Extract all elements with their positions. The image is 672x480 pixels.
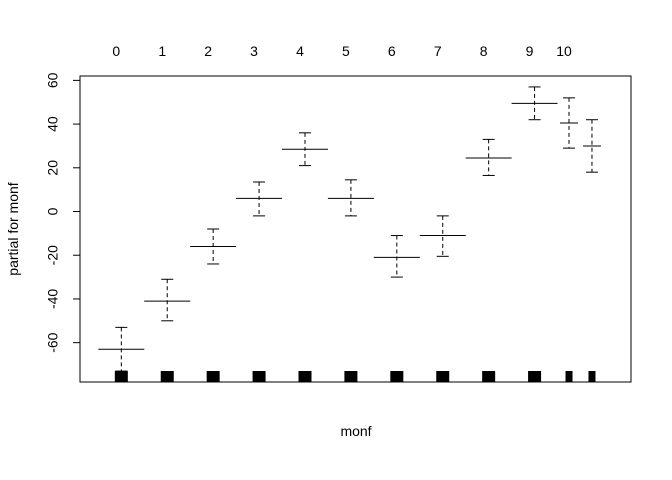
effect-point: [511, 86, 558, 121]
top-category-label: 6: [388, 43, 396, 59]
effect-point: [190, 228, 237, 265]
effect-point: [144, 278, 191, 322]
x-axis-title: monf: [340, 423, 371, 439]
top-category-label: 5: [342, 43, 350, 59]
rug-mark: [588, 371, 596, 382]
rug-mark: [114, 371, 128, 382]
effect-point: [373, 235, 420, 278]
rug-mark: [528, 371, 542, 382]
effect-point: [281, 132, 328, 167]
top-category-labels: 0 1 2 3 4 5 6 7 8 9 10: [112, 43, 572, 59]
y-axis: -60 -40 -20 0 20 40 60: [45, 72, 81, 353]
rug-mark: [565, 371, 573, 382]
top-category-label: 7: [434, 43, 442, 59]
y-axis-title: partial for monf: [5, 182, 21, 275]
y-tick-label: 0: [45, 207, 61, 215]
top-category-label: 3: [250, 43, 258, 59]
top-category-label: 8: [480, 43, 488, 59]
effect-point: [560, 97, 579, 149]
y-tick-label: -60: [45, 332, 61, 352]
effect-point: [582, 119, 601, 173]
rug-mark: [298, 371, 312, 382]
rug-mark: [206, 371, 220, 382]
y-tick-label: -40: [45, 289, 61, 309]
top-category-label: 9: [526, 43, 534, 59]
top-category-label: 1: [158, 43, 166, 59]
effect-point: [419, 215, 466, 257]
rug-mark: [436, 371, 450, 382]
effect-point: [327, 179, 374, 217]
top-category-label: 0: [112, 43, 120, 59]
rug-marks: [114, 371, 596, 382]
top-category-label: 10: [556, 43, 572, 59]
rug-mark: [390, 371, 404, 382]
rug-mark: [252, 371, 266, 382]
rug-mark: [344, 371, 358, 382]
rug-mark: [160, 371, 174, 382]
y-tick-label: -20: [45, 245, 61, 265]
y-tick-label: 40: [45, 116, 61, 132]
y-tick-label: 20: [45, 160, 61, 176]
effect-point: [236, 181, 283, 217]
effect-point: [98, 326, 145, 372]
top-category-label: 4: [296, 43, 304, 59]
top-category-label: 2: [204, 43, 212, 59]
plot-frame: [79, 75, 632, 383]
effect-point: [465, 138, 512, 176]
y-tick-label: 60: [45, 72, 61, 88]
effect-marks: [98, 86, 601, 372]
rug-mark: [482, 371, 496, 382]
